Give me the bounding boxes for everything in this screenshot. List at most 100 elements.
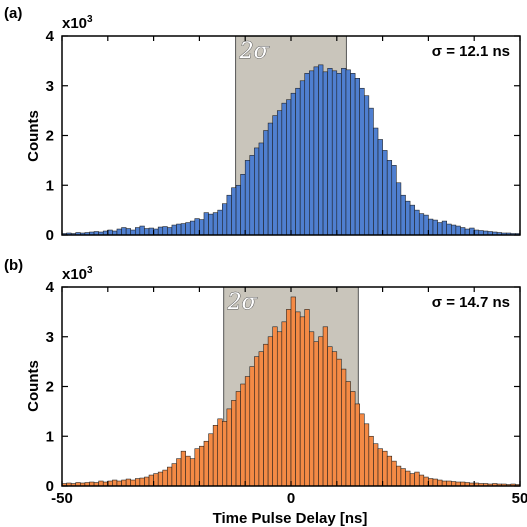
panel-a-bar — [144, 228, 150, 236]
panel-a-bar — [153, 228, 159, 236]
panel-b-bar — [231, 400, 237, 487]
panel-b-bar — [185, 455, 191, 487]
panel-b-bar — [208, 433, 214, 487]
panel-a-bar — [185, 222, 191, 236]
panel-b-bar — [304, 309, 310, 487]
panel-b-bar — [396, 465, 402, 487]
panel-b-bar — [276, 331, 283, 487]
panel-a-bar — [418, 213, 425, 236]
panel-b-bar — [222, 421, 228, 487]
panel-a-label: (a) — [4, 5, 22, 22]
panel-b-bar — [391, 460, 397, 487]
panel-b-bar — [428, 478, 434, 487]
panel-a-bar — [309, 70, 315, 236]
panel-a-bar — [364, 95, 370, 236]
panel-a-bar — [199, 219, 205, 236]
panel-a-bar — [254, 147, 260, 236]
panel-b-bar — [153, 473, 159, 487]
panel-b-bar — [286, 309, 292, 487]
panel-b-bar — [345, 381, 351, 487]
panel-b-bar — [162, 469, 168, 487]
panel-b-bar — [341, 368, 347, 487]
panel-a-bar — [171, 224, 177, 236]
x-axis-label: Time Pulse Delay [ns] — [213, 510, 368, 527]
panel-b-bar — [130, 479, 136, 487]
panel-a-bar — [217, 209, 223, 236]
panel-b-xtick-label: -50 — [51, 490, 73, 507]
panel-a-bar — [267, 122, 273, 236]
panel-a-bar — [368, 107, 374, 236]
panel-a-bar — [400, 194, 406, 236]
panel-b-bar — [258, 351, 264, 487]
panel-b-bar — [267, 336, 273, 487]
panel-a-bar — [373, 127, 379, 236]
panel-b-bar — [272, 326, 278, 487]
panel-a-bar — [167, 227, 173, 236]
panel-b-bar — [432, 478, 438, 487]
panel-a-ytick-label: 1 — [46, 177, 54, 194]
panel-a-bar — [121, 227, 127, 236]
panel-a-bar — [350, 73, 356, 236]
panel-b-bar — [359, 413, 365, 487]
panel-b-multiplier: x103 — [62, 265, 93, 283]
panel-b-bar — [244, 376, 251, 487]
panel-b-bar — [189, 458, 196, 487]
panel-a-bar — [432, 219, 438, 236]
panel-a-bar — [341, 68, 347, 236]
panel-b-bar — [354, 403, 360, 487]
panel-b-bar — [281, 321, 287, 487]
panel-a-bar — [331, 70, 338, 236]
panel-b-bar — [148, 474, 154, 487]
panel-a-bar — [428, 218, 434, 236]
panel-a-bar — [290, 92, 296, 236]
panel-a-bar — [455, 225, 461, 236]
panel-b-band-label: 2σ — [227, 290, 258, 315]
panel-a-bar — [414, 209, 420, 236]
panel-a-bar — [354, 78, 360, 236]
panel-a-bar — [263, 130, 269, 236]
panel-a-bar — [437, 222, 443, 236]
panel-b-bar — [203, 440, 209, 487]
panel-a-bar — [286, 99, 292, 236]
panel-b-bar — [386, 455, 393, 487]
panel-a-bar — [240, 174, 246, 236]
panel-b-ylabel: Counts — [25, 360, 42, 412]
panel-a-bar — [162, 226, 168, 236]
panel-b-bar — [313, 341, 319, 487]
panel-a-bar — [208, 213, 214, 236]
panel-a-bar — [469, 227, 475, 236]
panel-b-bar — [373, 443, 379, 487]
panel-b-bar — [350, 391, 356, 487]
panel-b-ytick-label: 4 — [46, 279, 55, 296]
panel-a: (a) x103 Counts 2σ σ = 12.1 ns 0 1 2 3 4 — [4, 5, 521, 244]
panel-a-bar — [139, 225, 145, 236]
panel-b-bar — [322, 326, 328, 487]
panel-a-bar — [116, 228, 122, 236]
panel-a-bar — [391, 165, 397, 236]
panel-a-bar — [396, 182, 402, 236]
panel-b-bar — [368, 435, 374, 487]
panel-b-bar — [226, 408, 232, 487]
panel-a-bar — [359, 87, 365, 236]
panel-b-ytick-label: 1 — [46, 428, 54, 445]
panel-a-bar — [336, 73, 342, 236]
panel-b-bar — [199, 445, 205, 487]
panel-a-bar — [441, 220, 447, 236]
panel-a-bar — [409, 204, 415, 236]
panel-a-ytick-label: 2 — [46, 128, 54, 145]
panel-b-xtick-label: 0 — [287, 490, 295, 507]
panel-a-bar — [157, 226, 164, 236]
panel-b-bar — [157, 471, 164, 487]
panel-b-bar — [176, 458, 182, 487]
panel-b-xtick-label: 50 — [512, 490, 527, 507]
panel-a-bar — [276, 110, 283, 236]
panel-b-bar — [423, 476, 429, 487]
panel-a-multiplier: x103 — [62, 14, 93, 32]
panel-b-bar — [364, 423, 370, 487]
panel-a-bar — [180, 223, 186, 236]
panel-a-bar — [189, 220, 196, 236]
panel-b-bar — [254, 356, 260, 487]
panel-b-bar — [309, 331, 315, 487]
